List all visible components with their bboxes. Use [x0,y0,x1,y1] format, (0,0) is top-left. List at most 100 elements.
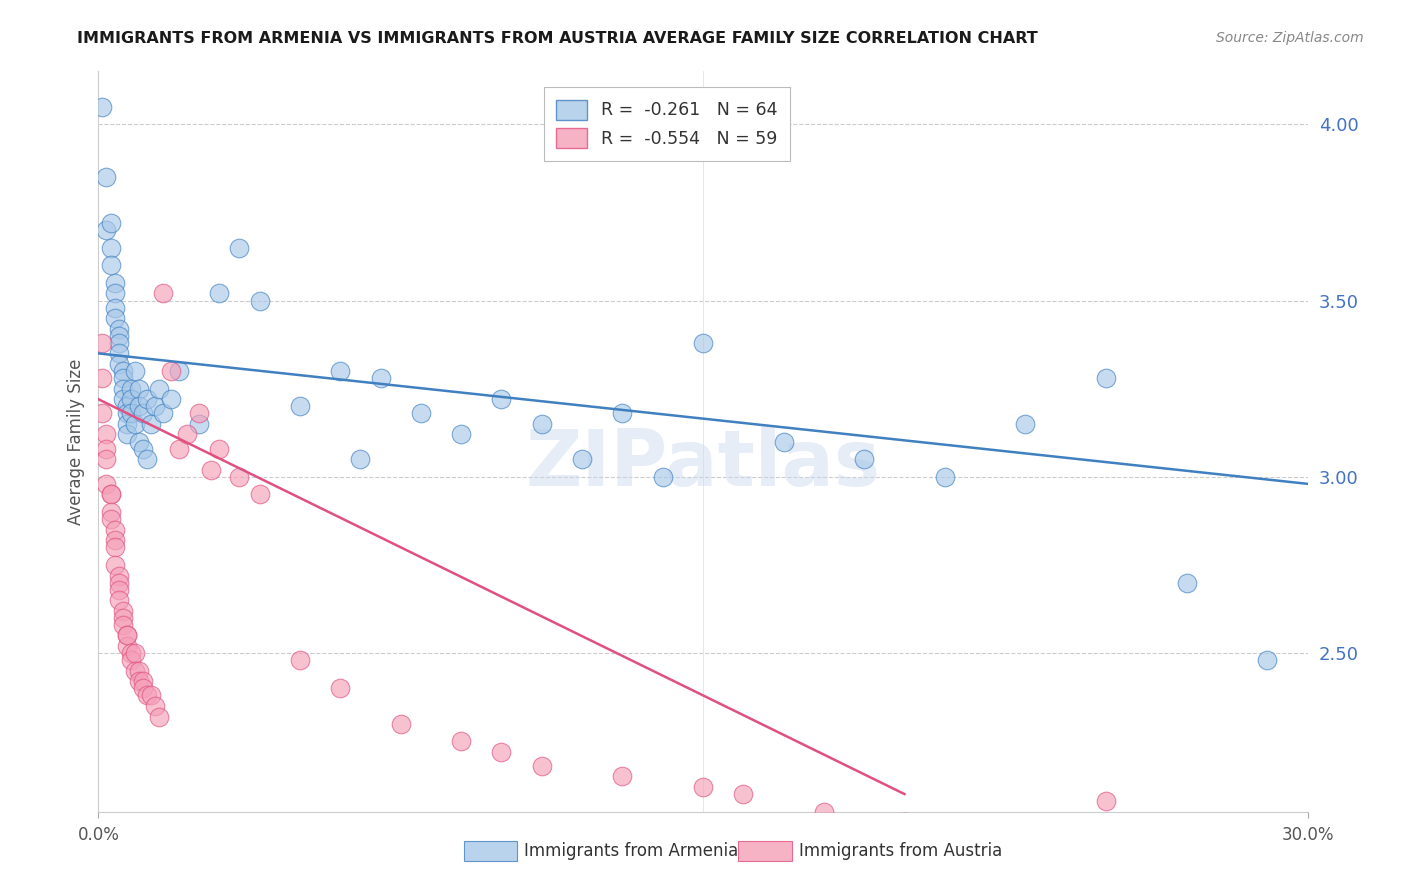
Point [91,100,114,114]
Point [329,681,352,696]
Point [128,399,150,413]
Point [91,406,114,420]
Point [111,382,134,396]
Text: Immigrants from Austria: Immigrants from Austria [799,842,1002,860]
Point [152,406,174,420]
Point [115,628,138,642]
Point [96,476,118,491]
Point [103,286,125,301]
Y-axis label: Average Family Size: Average Family Size [66,359,84,524]
Point [91,335,114,350]
Point [132,674,155,689]
Point [107,357,129,371]
Point [115,417,138,431]
Text: Immigrants from Armenia: Immigrants from Armenia [524,842,738,860]
Point [120,392,142,407]
Point [107,582,129,597]
Point [107,575,129,590]
Point [139,689,162,703]
Point [100,216,122,230]
Point [96,170,118,185]
Point [115,427,138,442]
Point [124,664,146,678]
Point [100,487,122,501]
Point [103,541,125,555]
Point [249,293,271,308]
Point [148,382,170,396]
Point [103,301,125,315]
Point [188,406,211,420]
Point [107,328,129,343]
Point [107,322,129,336]
Point [128,434,150,449]
Point [107,568,129,582]
Point [111,371,134,385]
Point [160,392,183,407]
Point [120,382,142,396]
Point [132,406,155,420]
Point [530,759,553,773]
Point [111,392,134,407]
Point [120,406,142,420]
Point [103,533,125,548]
Point [115,639,138,653]
Point [148,709,170,723]
Point [772,434,794,449]
Point [1175,575,1198,590]
Point [1256,653,1278,667]
Point [115,399,138,413]
Point [91,371,114,385]
Point [934,470,956,484]
Point [107,335,129,350]
Point [124,417,146,431]
Point [111,364,134,378]
Point [893,815,915,830]
Point [692,335,714,350]
Point [612,406,634,420]
Point [228,470,250,484]
Point [1014,417,1036,431]
Point [128,674,150,689]
Point [143,399,166,413]
Point [571,452,593,467]
Point [491,392,513,407]
Point [176,427,198,442]
Point [692,780,714,794]
Point [135,689,157,703]
Point [132,442,155,456]
Point [228,241,250,255]
Point [96,223,118,237]
Point [120,646,142,660]
Point [103,311,125,326]
Point [167,442,190,456]
Point [288,653,311,667]
Text: Source: ZipAtlas.com: Source: ZipAtlas.com [1216,31,1364,45]
Point [450,427,472,442]
Point [139,417,162,431]
Point [100,487,122,501]
Point [96,442,118,456]
Point [409,406,432,420]
Point [96,427,118,442]
Point [160,364,183,378]
Point [733,787,755,801]
Point [103,558,125,572]
Point [974,830,997,844]
Point [208,286,231,301]
Point [103,276,125,290]
Point [124,646,146,660]
Point [128,382,150,396]
Point [329,364,352,378]
Point [200,463,222,477]
Point [120,653,142,667]
Point [103,523,125,537]
Point [813,805,835,819]
Point [100,505,122,519]
Point [208,442,231,456]
Point [132,681,155,696]
Point [188,417,211,431]
Point [349,452,371,467]
Point [100,258,122,272]
Point [135,392,157,407]
Point [124,364,146,378]
